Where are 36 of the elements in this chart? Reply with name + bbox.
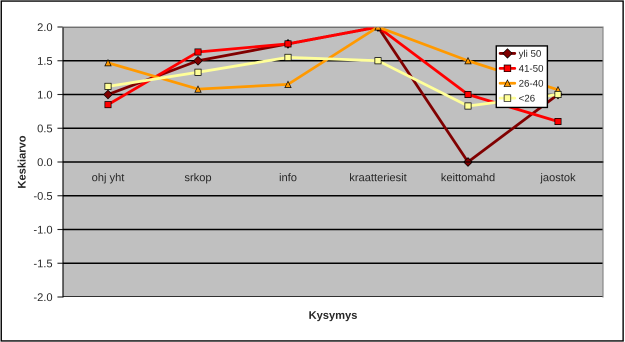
point <box>104 59 112 66</box>
x-tick-label: info <box>280 173 296 182</box>
legend-label: <26 <box>519 94 535 102</box>
y-tick-label: 1.0 <box>38 90 52 99</box>
point <box>464 57 472 64</box>
x-tick-label: kraatteriesit <box>350 173 407 182</box>
point <box>103 90 113 100</box>
point <box>284 80 292 88</box>
point <box>464 102 472 110</box>
legend-label: 41-50 <box>518 64 544 72</box>
y-tick-label: -0.5 <box>34 192 52 200</box>
x-axis-title: Kysymys <box>309 311 357 322</box>
legend-label: 26-40 <box>519 80 544 87</box>
point <box>194 86 202 93</box>
x-tick-label: keittomahd <box>442 173 494 182</box>
y-tick-label: 0.0 <box>38 158 52 166</box>
point <box>104 101 112 108</box>
x-tick-label: srkop <box>184 173 212 184</box>
point <box>194 68 202 76</box>
point <box>374 57 382 64</box>
y-tick-label: -1.5 <box>34 260 52 268</box>
point <box>193 56 203 66</box>
y-axis-title: Keskiarvo <box>18 136 26 188</box>
point <box>104 82 112 90</box>
point <box>554 118 562 125</box>
point <box>194 48 202 56</box>
legend-label: yli 50 <box>518 50 541 59</box>
y-tick-label: 2.0 <box>38 23 52 32</box>
y-tick-label: 0.5 <box>38 124 52 132</box>
y-tick-label: -2.0 <box>34 293 52 302</box>
y-tick-label: -1.0 <box>34 226 52 234</box>
x-tick-label: jaostok <box>540 173 576 184</box>
point <box>284 54 292 61</box>
y-tick-label: 1.5 <box>38 57 52 65</box>
point <box>464 91 472 98</box>
x-tick-label: ohj yht <box>92 173 124 184</box>
